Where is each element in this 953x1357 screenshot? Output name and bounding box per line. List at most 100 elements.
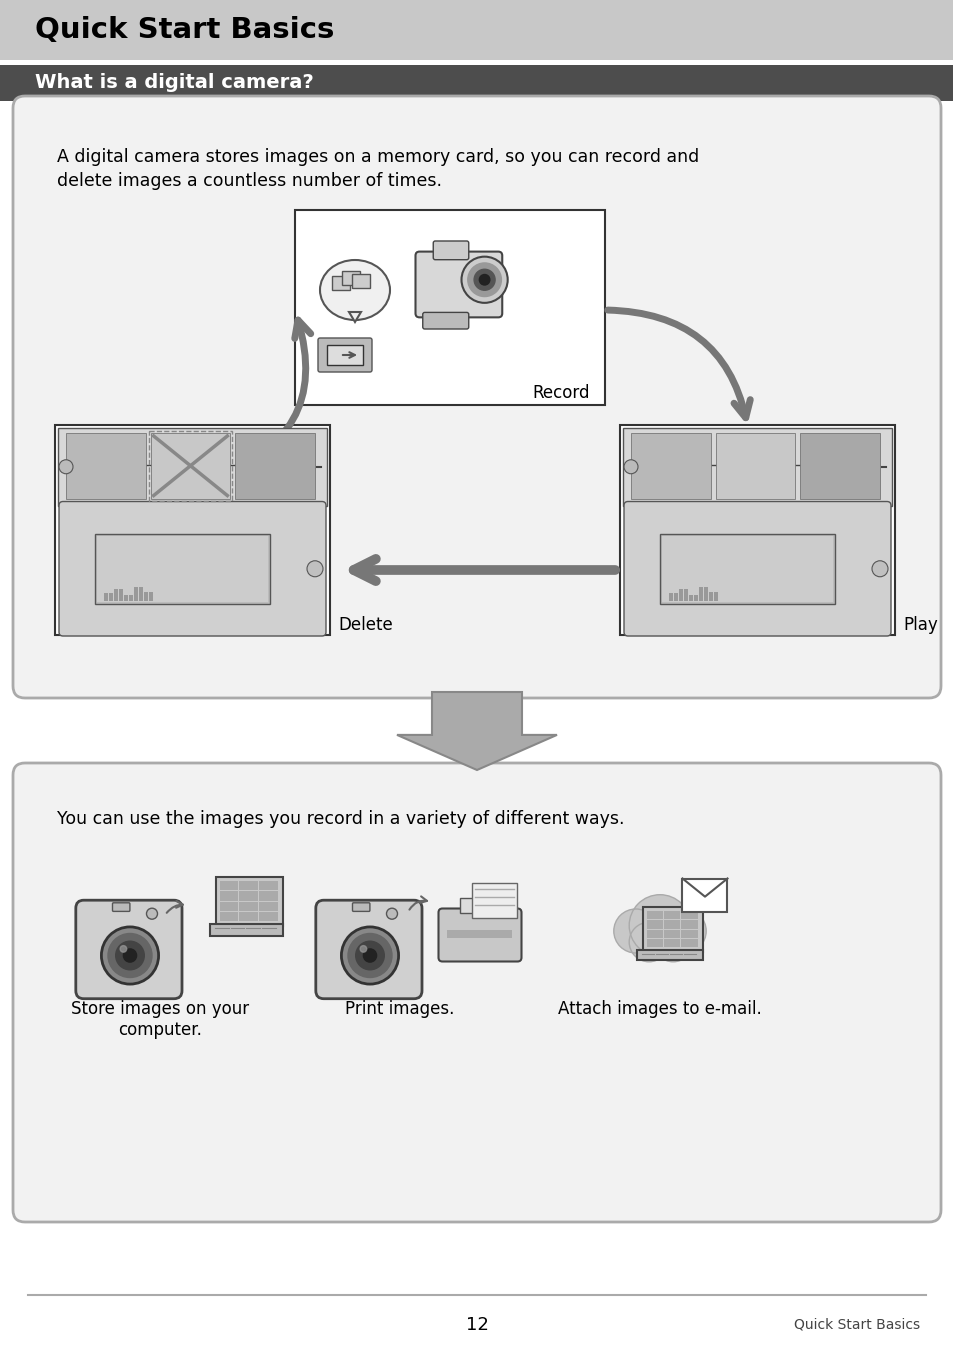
Bar <box>668 593 673 601</box>
Bar <box>688 594 692 601</box>
Text: Record: Record <box>532 384 589 402</box>
FancyBboxPatch shape <box>112 902 130 912</box>
Circle shape <box>474 269 495 290</box>
Bar <box>663 920 679 928</box>
Bar <box>472 882 517 917</box>
Circle shape <box>115 942 144 970</box>
FancyBboxPatch shape <box>13 96 940 697</box>
FancyBboxPatch shape <box>59 502 326 636</box>
Bar <box>66 433 146 498</box>
Bar <box>800 433 879 498</box>
Circle shape <box>123 949 136 962</box>
Bar <box>239 912 257 921</box>
Bar <box>683 589 687 601</box>
Circle shape <box>307 560 323 577</box>
Bar <box>134 586 138 601</box>
Circle shape <box>613 909 658 953</box>
FancyBboxPatch shape <box>637 950 702 961</box>
Bar <box>0 65 953 100</box>
Bar <box>663 939 679 947</box>
FancyBboxPatch shape <box>327 345 363 365</box>
FancyBboxPatch shape <box>438 908 521 962</box>
Bar <box>144 592 148 601</box>
FancyBboxPatch shape <box>210 924 283 936</box>
Circle shape <box>348 934 392 977</box>
Bar <box>694 594 698 601</box>
Bar <box>220 892 238 901</box>
Bar <box>646 939 662 947</box>
Bar <box>646 930 662 938</box>
Bar <box>674 593 678 601</box>
Bar <box>622 427 891 506</box>
FancyBboxPatch shape <box>75 900 182 999</box>
Bar <box>646 912 662 920</box>
Bar <box>104 593 108 601</box>
Circle shape <box>359 946 366 953</box>
Circle shape <box>661 909 705 953</box>
Bar <box>259 881 277 890</box>
Polygon shape <box>349 312 360 322</box>
Bar <box>114 589 118 601</box>
Polygon shape <box>396 692 557 769</box>
Bar <box>239 901 257 911</box>
FancyBboxPatch shape <box>642 908 702 951</box>
Bar <box>708 592 712 601</box>
Circle shape <box>871 560 887 577</box>
Bar <box>680 912 697 920</box>
Bar <box>149 592 152 601</box>
FancyBboxPatch shape <box>422 312 468 328</box>
Bar <box>139 586 143 601</box>
Text: Quick Start Basics: Quick Start Basics <box>793 1318 919 1333</box>
FancyBboxPatch shape <box>623 502 890 636</box>
Bar <box>699 586 702 601</box>
Circle shape <box>120 946 127 953</box>
Bar <box>680 930 697 938</box>
Bar <box>235 433 314 498</box>
FancyBboxPatch shape <box>416 251 501 318</box>
Bar <box>619 425 894 635</box>
Text: delete images a countless number of times.: delete images a countless number of time… <box>57 172 441 190</box>
Bar <box>703 586 707 601</box>
Bar <box>714 592 718 601</box>
Bar <box>679 589 682 601</box>
Text: Store images on your
computer.: Store images on your computer. <box>71 1000 249 1039</box>
FancyBboxPatch shape <box>315 900 421 999</box>
FancyBboxPatch shape <box>215 877 282 927</box>
Bar <box>259 912 277 921</box>
Circle shape <box>629 894 690 957</box>
Text: A digital camera stores images on a memory card, so you can record and: A digital camera stores images on a memo… <box>57 148 699 166</box>
Bar <box>680 920 697 928</box>
FancyBboxPatch shape <box>433 242 468 259</box>
Circle shape <box>108 934 152 977</box>
Bar <box>95 533 270 604</box>
Bar <box>220 912 238 921</box>
FancyBboxPatch shape <box>352 902 370 912</box>
Bar <box>681 878 727 912</box>
Bar <box>259 892 277 901</box>
Bar <box>97 536 268 601</box>
Circle shape <box>101 927 158 984</box>
Bar <box>663 930 679 938</box>
FancyBboxPatch shape <box>332 275 350 290</box>
Circle shape <box>623 460 638 474</box>
Text: Quick Start Basics: Quick Start Basics <box>35 16 334 43</box>
Bar <box>294 210 604 404</box>
Ellipse shape <box>319 261 390 320</box>
Bar <box>661 536 832 601</box>
FancyBboxPatch shape <box>317 338 372 372</box>
Bar <box>239 892 257 901</box>
Bar <box>109 593 113 601</box>
Bar <box>459 897 499 912</box>
Circle shape <box>341 927 398 984</box>
Bar <box>630 433 710 498</box>
Bar <box>447 930 512 938</box>
FancyBboxPatch shape <box>341 271 359 285</box>
FancyBboxPatch shape <box>13 763 940 1223</box>
Bar <box>659 533 834 604</box>
Circle shape <box>461 256 507 303</box>
Bar <box>149 432 233 501</box>
Circle shape <box>478 274 489 285</box>
Circle shape <box>59 460 73 474</box>
Circle shape <box>386 908 397 919</box>
Bar <box>715 433 795 498</box>
